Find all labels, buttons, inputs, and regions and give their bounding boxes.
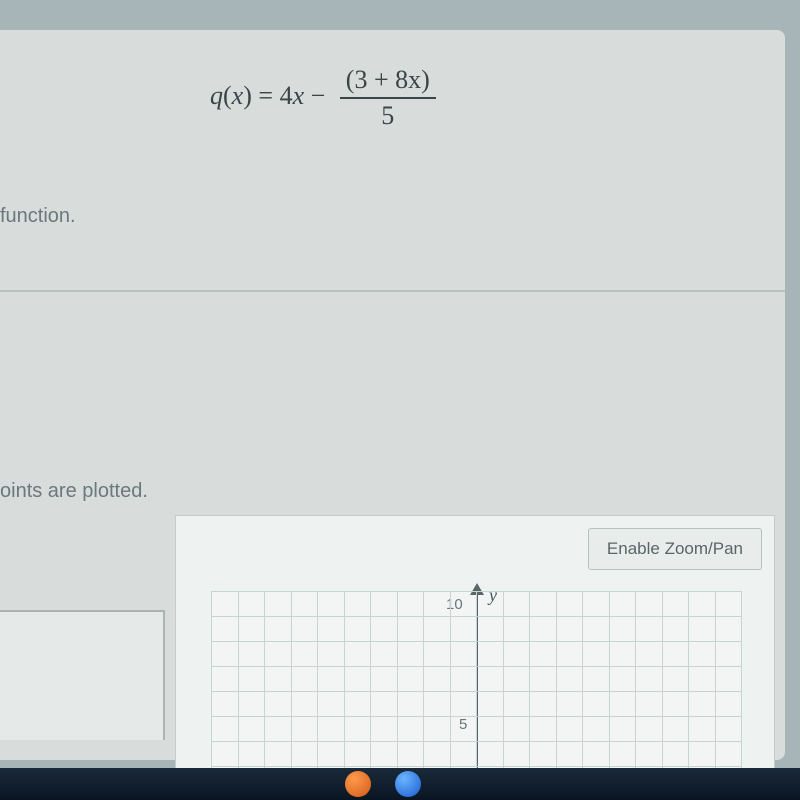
grid-hline	[211, 716, 741, 717]
grid-hline	[211, 691, 741, 692]
grid-hline	[211, 741, 741, 742]
y-axis-arrow-icon	[470, 583, 484, 595]
fraction: (3 + 8x)5	[340, 65, 436, 131]
fraction-numerator: (3 + 8x)	[340, 65, 436, 99]
grid-hline	[211, 591, 741, 592]
grid-vline	[741, 591, 742, 771]
points-label: oints are plotted.	[0, 480, 148, 503]
tick-label-5: 5	[459, 716, 467, 733]
eq-func: q	[210, 81, 223, 110]
taskbar[interactable]	[0, 768, 800, 800]
eq-equals: =	[252, 81, 280, 110]
function-label: function.	[0, 205, 76, 228]
grid-vline	[635, 591, 636, 771]
tick-label-10: 10	[446, 596, 463, 613]
grid-vline	[556, 591, 557, 771]
grid-vline	[609, 591, 610, 771]
grid-vline	[662, 591, 663, 771]
grid-vline	[370, 591, 371, 771]
grid-hline	[211, 616, 741, 617]
grid-area[interactable]: y 10 5	[211, 591, 741, 771]
grid-vline	[264, 591, 265, 771]
eq-var: x	[232, 81, 244, 110]
grid-hline	[211, 666, 741, 667]
taskbar-icon-2[interactable]	[395, 771, 421, 797]
grid-vline	[291, 591, 292, 771]
eq-rparen: )	[243, 81, 252, 110]
grid-vline	[317, 591, 318, 771]
equation-area: q(x) = 4x − (3 + 8x)5	[0, 30, 785, 205]
grid-vline	[423, 591, 424, 771]
grid-vline	[715, 591, 716, 771]
eq-minus: −	[304, 81, 332, 110]
grid-vline	[397, 591, 398, 771]
equation: q(x) = 4x − (3 + 8x)5	[210, 65, 436, 131]
grid-vline	[211, 591, 212, 771]
grid-vline	[529, 591, 530, 771]
eq-coef1: 4	[280, 81, 293, 110]
eq-lparen: (	[223, 81, 232, 110]
main-panel: q(x) = 4x − (3 + 8x)5 function. oints ar…	[0, 30, 785, 760]
graph-container: Enable Zoom/Pan y 10 5	[175, 515, 775, 785]
grid-vline	[344, 591, 345, 771]
grid-vline	[503, 591, 504, 771]
answer-box[interactable]	[0, 610, 165, 740]
y-axis-label: y	[489, 585, 497, 606]
grid-vline	[238, 591, 239, 771]
divider	[0, 290, 785, 292]
grid-vline	[476, 591, 477, 771]
grid-vline	[582, 591, 583, 771]
zoom-pan-button[interactable]: Enable Zoom/Pan	[588, 528, 762, 570]
grid-vline	[688, 591, 689, 771]
grid-hline	[211, 766, 741, 767]
grid-vline	[450, 591, 451, 771]
fraction-denominator: 5	[340, 99, 436, 131]
eq-var1: x	[293, 81, 305, 110]
taskbar-icon-1[interactable]	[345, 771, 371, 797]
grid-hline	[211, 641, 741, 642]
